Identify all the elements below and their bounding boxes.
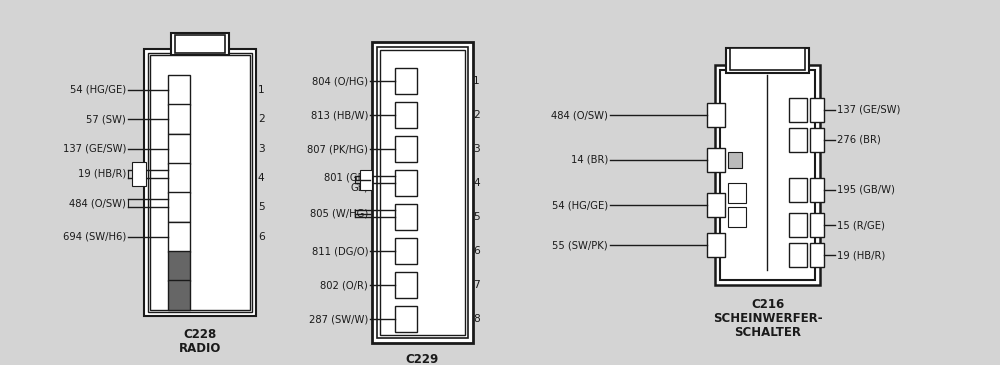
Text: 55 (SW/PK): 55 (SW/PK) (552, 240, 608, 250)
Bar (810, 213, 824, 237)
Bar (377, 47, 468, 338)
Bar (395, 102, 417, 128)
Bar (789, 213, 807, 237)
Text: 1: 1 (473, 76, 480, 86)
Text: 195 (GB/W): 195 (GB/W) (837, 185, 895, 195)
Bar (168, 163, 190, 193)
Bar (175, 35, 225, 53)
Text: 276 (BR): 276 (BR) (837, 135, 881, 145)
Text: 811 (DG/O): 811 (DG/O) (312, 246, 368, 256)
Text: 54 (HG/GE): 54 (HG/GE) (552, 200, 608, 210)
Text: 813 (HB/W): 813 (HB/W) (311, 110, 368, 120)
Text: C216: C216 (751, 298, 784, 311)
Bar (720, 70, 815, 280)
Text: RADIO: RADIO (179, 342, 221, 355)
Bar (395, 306, 417, 332)
Text: 802 (O/R): 802 (O/R) (320, 280, 368, 290)
Bar (168, 251, 190, 281)
Text: 484 (O/SW): 484 (O/SW) (551, 110, 608, 120)
Bar (395, 68, 417, 94)
Bar (372, 42, 473, 343)
Text: GE): GE) (350, 182, 368, 192)
Bar (728, 207, 746, 227)
Bar (360, 170, 372, 190)
Bar (707, 148, 725, 172)
Bar (810, 128, 824, 152)
Bar (168, 75, 190, 105)
Text: 5: 5 (473, 212, 480, 222)
Bar (395, 238, 417, 264)
Text: 6: 6 (258, 232, 265, 242)
Text: 3: 3 (258, 144, 265, 154)
Text: 6: 6 (473, 246, 480, 256)
Bar (715, 65, 820, 285)
Text: 2: 2 (258, 114, 265, 124)
Bar (168, 280, 190, 310)
Bar (395, 204, 417, 230)
Text: 694 (SW/H6): 694 (SW/H6) (63, 232, 126, 242)
Bar (168, 192, 190, 222)
Bar (395, 272, 417, 298)
Bar (810, 98, 824, 122)
Text: 1: 1 (258, 85, 265, 95)
Bar (150, 55, 250, 310)
Bar (810, 178, 824, 202)
Bar (168, 222, 190, 251)
Text: 14 (BR): 14 (BR) (571, 155, 608, 165)
Text: 7: 7 (473, 280, 480, 290)
Bar (789, 128, 807, 152)
Bar (132, 162, 146, 186)
Bar (707, 103, 725, 127)
Text: SCHEINWERFER-: SCHEINWERFER- (713, 312, 822, 325)
Text: 804 (O/HG): 804 (O/HG) (312, 76, 368, 86)
Bar (789, 98, 807, 122)
Bar (730, 48, 805, 70)
Text: 5: 5 (258, 202, 265, 212)
Text: 801 (GB/: 801 (GB/ (324, 172, 368, 182)
Text: 54 (HG/GE): 54 (HG/GE) (70, 85, 126, 95)
Bar (148, 53, 252, 312)
Text: 807 (PK/HG): 807 (PK/HG) (307, 144, 368, 154)
Bar (707, 233, 725, 257)
Text: 4: 4 (473, 178, 480, 188)
Bar (726, 48, 809, 73)
Text: 137 (GE/SW): 137 (GE/SW) (837, 105, 900, 115)
Text: 8: 8 (473, 314, 480, 324)
Bar (728, 183, 746, 203)
Text: C229: C229 (406, 353, 439, 365)
Bar (168, 104, 190, 134)
Text: 484 (O/SW): 484 (O/SW) (69, 198, 126, 208)
Bar (789, 243, 807, 267)
Text: 287 (SW/W): 287 (SW/W) (309, 314, 368, 324)
Text: 15 (R/GE): 15 (R/GE) (837, 220, 885, 230)
Bar (168, 134, 190, 164)
Bar (810, 243, 824, 267)
Text: C228: C228 (183, 328, 217, 341)
Bar (707, 193, 725, 217)
Bar (144, 49, 256, 316)
Text: 4: 4 (258, 173, 265, 183)
Text: 19 (HB/R): 19 (HB/R) (78, 169, 126, 179)
Bar (395, 170, 417, 196)
Text: 3: 3 (473, 144, 480, 154)
Bar (789, 178, 807, 202)
Bar (728, 152, 742, 168)
Text: SCHALTER: SCHALTER (734, 326, 801, 339)
Text: 137 (GE/SW): 137 (GE/SW) (63, 144, 126, 154)
Bar (171, 33, 229, 55)
Text: 57 (SW): 57 (SW) (86, 114, 126, 124)
Bar (380, 50, 465, 335)
Bar (395, 136, 417, 162)
Text: 19 (HB/R): 19 (HB/R) (837, 250, 885, 260)
Text: 805 (W/HG): 805 (W/HG) (310, 209, 368, 219)
Text: 2: 2 (473, 110, 480, 120)
